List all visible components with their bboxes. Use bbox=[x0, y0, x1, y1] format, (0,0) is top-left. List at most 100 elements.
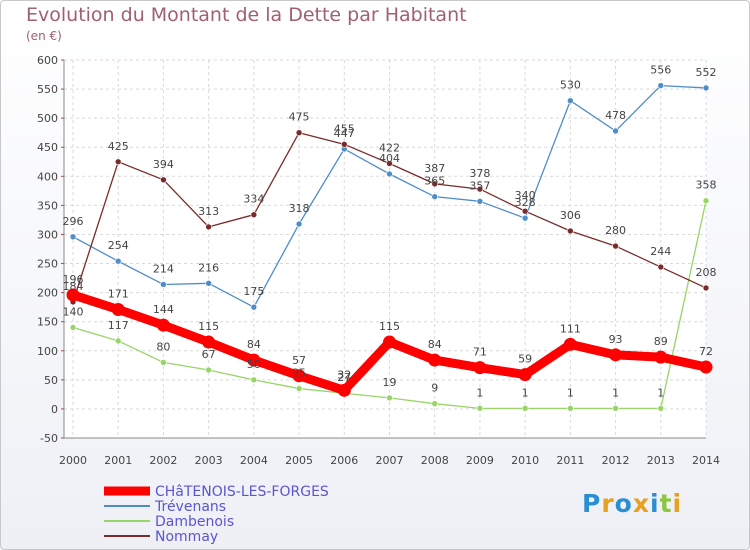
data-label: 365 bbox=[424, 175, 445, 188]
y-tick-label: 100 bbox=[37, 345, 58, 358]
data-label: 280 bbox=[605, 224, 626, 237]
data-point bbox=[114, 337, 122, 345]
data-label: 67 bbox=[202, 348, 216, 361]
data-point bbox=[111, 302, 125, 316]
data-point bbox=[386, 170, 393, 178]
data-point bbox=[476, 198, 484, 205]
x-tick-label: 2014 bbox=[692, 454, 720, 467]
data-point bbox=[702, 284, 710, 292]
data-point bbox=[295, 129, 303, 136]
data-label: 318 bbox=[289, 202, 310, 215]
y-tick-label: 300 bbox=[37, 228, 58, 241]
data-label: 340 bbox=[515, 189, 536, 202]
data-label: 184 bbox=[63, 280, 84, 293]
data-label: 72 bbox=[699, 345, 713, 358]
data-label: 254 bbox=[108, 239, 129, 252]
x-tick-label: 2009 bbox=[466, 454, 494, 467]
data-label: 475 bbox=[289, 111, 310, 124]
data-label: 1 bbox=[657, 386, 664, 399]
y-tick-label: 350 bbox=[37, 199, 58, 212]
data-label: 296 bbox=[63, 215, 84, 228]
data-label: 552 bbox=[696, 66, 717, 79]
x-tick-label: 2011 bbox=[556, 454, 584, 467]
data-point bbox=[205, 223, 212, 231]
data-point bbox=[250, 376, 258, 384]
data-point bbox=[567, 97, 574, 105]
legend-entry: Trévenans bbox=[154, 499, 226, 515]
data-label: 57 bbox=[292, 354, 306, 367]
legend: CHâTENOIS-LES-FORGESTrévenansDambenoisNo… bbox=[104, 484, 329, 545]
data-label: 80 bbox=[156, 340, 170, 353]
data-point bbox=[521, 207, 529, 215]
chart-unit-label: (en €) bbox=[26, 29, 62, 43]
data-label: 93 bbox=[609, 333, 623, 346]
y-tick-label: 50 bbox=[44, 374, 58, 387]
data-label: 244 bbox=[650, 245, 671, 258]
data-point bbox=[247, 353, 261, 367]
data-point bbox=[202, 335, 216, 349]
x-tick-label: 2013 bbox=[647, 454, 675, 467]
x-tick-label: 2006 bbox=[330, 454, 358, 467]
data-label: 1 bbox=[522, 386, 529, 399]
data-label: 50 bbox=[247, 358, 261, 371]
data-label: 358 bbox=[696, 179, 717, 192]
data-point bbox=[657, 82, 665, 89]
data-point bbox=[250, 211, 258, 218]
data-point bbox=[609, 348, 623, 362]
data-point bbox=[702, 197, 710, 205]
data-label: 313 bbox=[198, 205, 219, 218]
data-label: 59 bbox=[518, 353, 532, 366]
data-point bbox=[386, 394, 393, 402]
data-point bbox=[295, 385, 303, 392]
data-label: 111 bbox=[560, 322, 581, 335]
data-label: 84 bbox=[247, 338, 261, 351]
data-point bbox=[160, 359, 167, 366]
data-label: 556 bbox=[650, 64, 671, 77]
data-point bbox=[563, 337, 577, 351]
data-point bbox=[250, 303, 258, 311]
data-point bbox=[295, 220, 303, 228]
data-label: 328 bbox=[515, 196, 536, 209]
data-label: 455 bbox=[334, 122, 355, 135]
x-tick-label: 2001 bbox=[104, 454, 132, 467]
data-label: 1 bbox=[476, 386, 483, 399]
data-label: 422 bbox=[379, 142, 400, 155]
data-point bbox=[518, 368, 532, 382]
data-label: 196 bbox=[63, 273, 84, 286]
data-label: 117 bbox=[108, 319, 129, 332]
data-point bbox=[612, 405, 619, 412]
legend-entry: CHâTENOIS-LES-FORGES bbox=[155, 484, 329, 500]
data-label: 214 bbox=[153, 262, 174, 275]
data-point bbox=[66, 288, 80, 302]
data-label: 447 bbox=[334, 127, 355, 140]
legend-entry: Nommay bbox=[155, 529, 218, 545]
x-tick-label: 2007 bbox=[376, 454, 404, 467]
data-point bbox=[205, 280, 212, 287]
data-label: 175 bbox=[243, 285, 264, 298]
data-label: 171 bbox=[108, 287, 129, 300]
data-label: 35 bbox=[292, 367, 306, 380]
data-point bbox=[114, 158, 122, 166]
plot-area bbox=[64, 60, 706, 438]
x-tick-label: 2010 bbox=[511, 454, 539, 467]
x-tick-label: 2002 bbox=[149, 454, 177, 467]
data-label: 144 bbox=[153, 303, 174, 316]
data-point bbox=[386, 160, 393, 167]
data-label: 84 bbox=[428, 338, 442, 351]
y-tick-label: 600 bbox=[37, 54, 58, 67]
data-point bbox=[337, 383, 351, 397]
data-label: 357 bbox=[469, 179, 490, 192]
x-tick-label: 2012 bbox=[602, 454, 630, 467]
data-label: 394 bbox=[153, 158, 174, 171]
data-point bbox=[431, 193, 439, 200]
data-label: 115 bbox=[198, 320, 219, 333]
x-tick-label: 2008 bbox=[421, 454, 449, 467]
data-point bbox=[114, 257, 122, 265]
y-tick-label: 0 bbox=[51, 403, 58, 416]
data-point bbox=[567, 227, 574, 235]
data-point bbox=[205, 366, 212, 374]
data-point bbox=[699, 360, 713, 374]
y-tick-label: 150 bbox=[37, 316, 58, 329]
data-point bbox=[521, 405, 529, 412]
